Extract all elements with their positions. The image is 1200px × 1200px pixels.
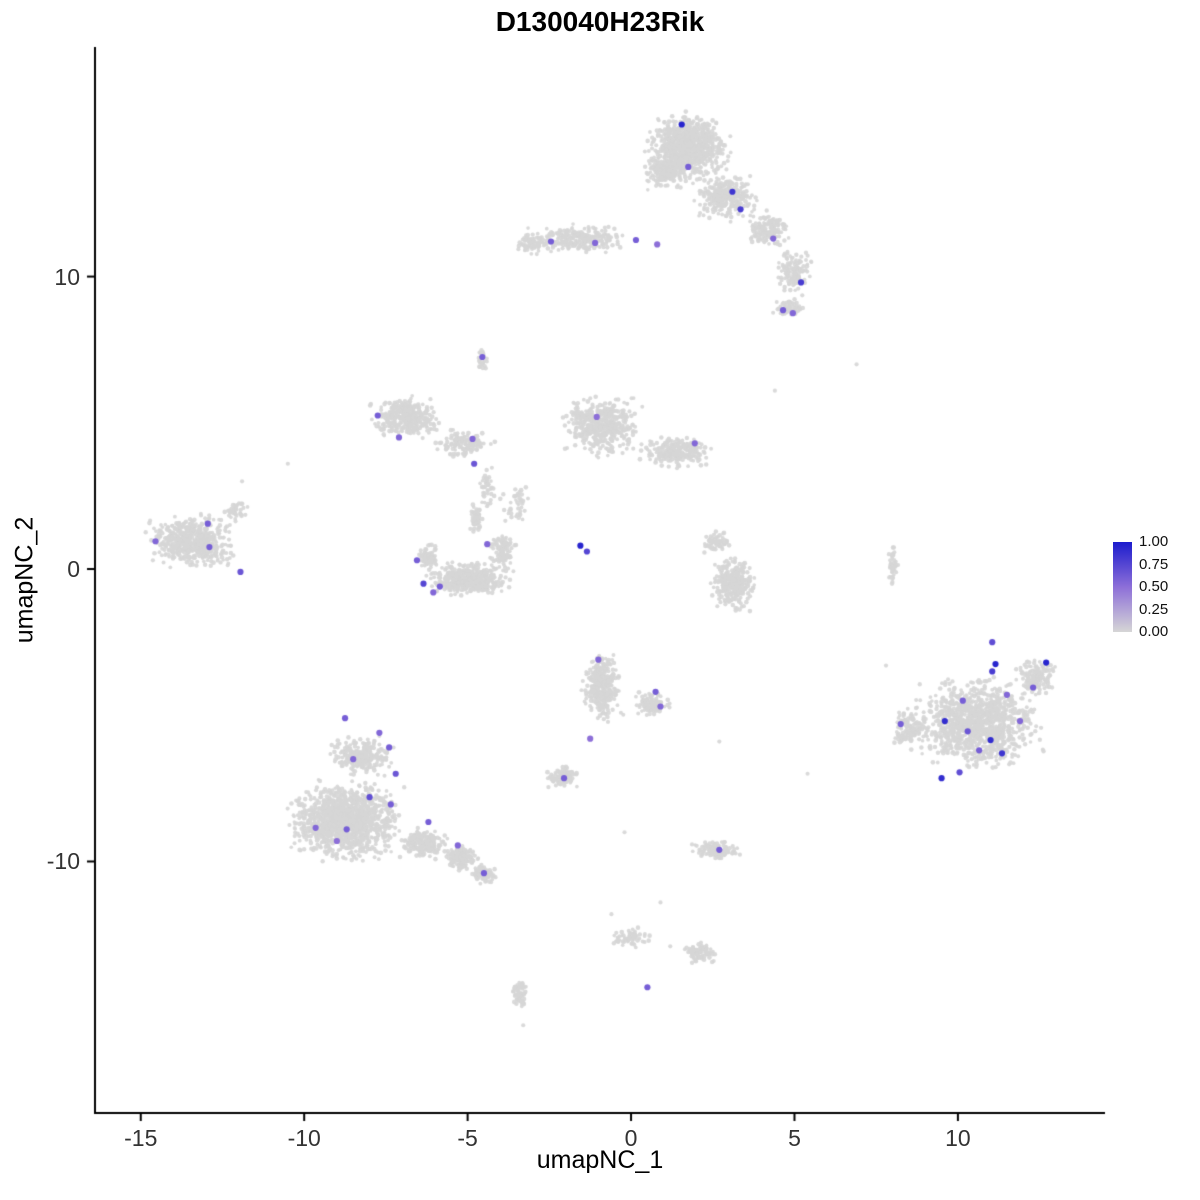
legend-tick-label: 0.50 [1139,578,1169,595]
legend-tick-label: 1.00 [1139,533,1169,550]
y-axis-label: umapNC_2 [10,516,39,644]
legend-gradient-bar [1113,542,1132,632]
x-axis-label: umapNC_1 [536,1146,664,1174]
legend-tick-label: 0.00 [1139,623,1169,640]
legend-tick-label: 0.25 [1139,600,1169,618]
color-legend: 1.00 0.75 0.50 0.25 0.00 [1113,534,1198,642]
legend-tick-label: 0.75 [1139,555,1169,573]
plot-title: D130040H23Rik [495,6,705,37]
